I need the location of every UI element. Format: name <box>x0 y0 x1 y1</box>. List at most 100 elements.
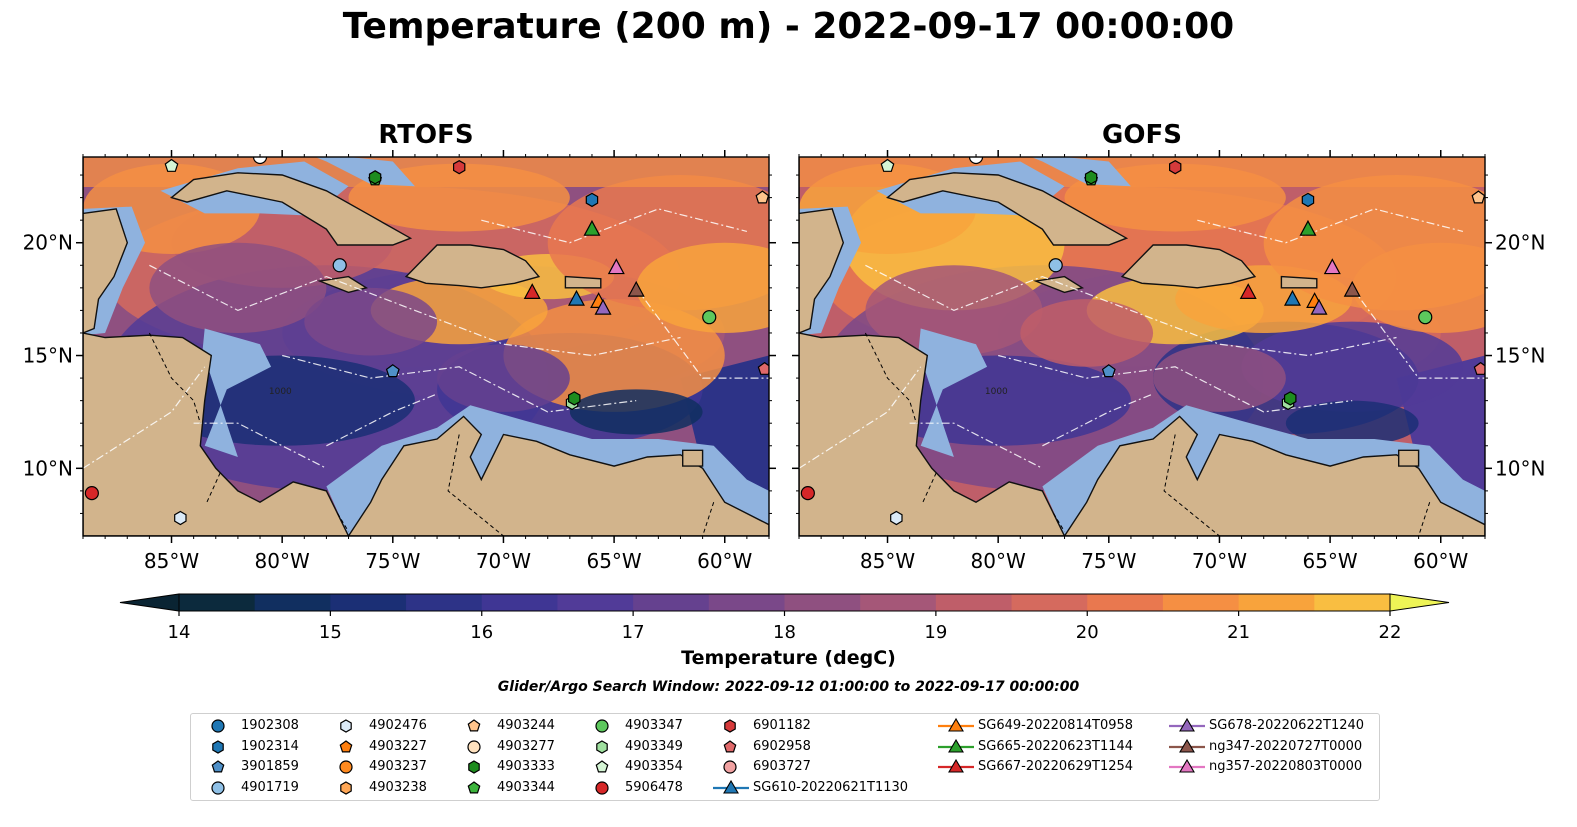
legend-marker <box>723 760 737 774</box>
legend-label: SG649-20220814T0958 <box>978 718 1134 733</box>
argo-float-marker <box>702 310 717 325</box>
eez-boundary-line <box>865 264 1397 357</box>
panel-title-gofs: GOFS <box>1102 120 1182 150</box>
shelf-region <box>1031 157 1131 187</box>
land-polygon <box>404 244 541 289</box>
argo-float-marker <box>332 258 347 273</box>
argo-float-marker <box>585 192 599 208</box>
country-border <box>922 472 937 503</box>
legend-label: 3901859 <box>241 759 299 774</box>
country-border <box>206 472 221 503</box>
colorbar-tick-label: 17 <box>622 622 645 643</box>
argo-float-marker <box>84 486 99 501</box>
land-polygon <box>317 275 369 294</box>
legend-marker <box>340 780 352 795</box>
figure-title: Temperature (200 m) - 2022-09-17 00:00:0… <box>342 6 1235 47</box>
eez-boundary-line <box>799 366 922 469</box>
eez-boundary-line <box>635 287 769 379</box>
legend-label: 6902958 <box>753 738 811 754</box>
legend-label: 1902308 <box>241 718 299 733</box>
argo-float-marker <box>1471 190 1485 204</box>
legend-label: SG678-20220622T1240 <box>1209 718 1365 733</box>
legend-label: 4903238 <box>369 779 427 795</box>
lat-tick-label: 20°N <box>23 231 73 255</box>
legend-marker <box>212 739 224 754</box>
country-border <box>702 502 715 536</box>
argo-float-marker <box>385 364 400 378</box>
glider-marker <box>523 283 541 299</box>
colorbar-tick-label: 14 <box>168 622 191 643</box>
legend-label: 4901719 <box>241 779 299 795</box>
legend-label: 4902476 <box>369 718 427 733</box>
legend-marker <box>340 719 352 733</box>
lon-tick-label: 70°W <box>1192 549 1247 573</box>
colorbar-tick-label: 18 <box>773 622 796 643</box>
temperature-patch <box>569 389 703 435</box>
shelf-region <box>315 157 415 187</box>
legend-marker <box>211 780 225 795</box>
temperature-patch <box>1285 400 1419 446</box>
glider-marker <box>1239 283 1257 299</box>
legend-label: 4903349 <box>625 738 683 754</box>
country-border <box>1163 434 1220 536</box>
legend-marker <box>948 758 964 773</box>
colorbar-tick-label: 19 <box>924 622 947 643</box>
argo-float-marker <box>453 160 466 175</box>
legend-marker <box>724 719 736 733</box>
lat-tick-label: 10°N <box>1495 456 1545 480</box>
land-polygon <box>1063 415 1485 536</box>
legend-marker <box>596 739 608 754</box>
legend-marker <box>211 760 225 773</box>
land-polygon <box>886 172 1129 246</box>
legend-marker <box>595 719 609 733</box>
panel-title-rtofs: RTOFS <box>378 120 474 150</box>
land-polygon <box>1397 449 1420 467</box>
argo-float-marker <box>252 157 268 165</box>
legend-label: SG610-20220621T1130 <box>753 779 909 795</box>
argo-float-marker <box>1168 160 1182 175</box>
lat-tick-label: 15°N <box>23 344 73 368</box>
lon-tick-label: 75°W <box>365 549 420 573</box>
legend-label: SG667-20220629T1254 <box>978 759 1134 774</box>
legend-label: 4903227 <box>369 738 427 754</box>
map-panel-gofs: 1000 85°W 80°W 75°W 70°W 65°W 60°W 20°N 15°N 10°N <box>792 150 1545 573</box>
legend-marker <box>339 760 353 774</box>
legend-label: 6903727 <box>753 759 811 774</box>
legend-marker <box>1179 758 1195 773</box>
lon-tick-label: 65°W <box>1302 549 1357 573</box>
argo-float-marker <box>890 510 903 526</box>
country-border <box>148 332 201 424</box>
land-polygon <box>170 172 413 246</box>
eez-boundary-line <box>909 422 1043 469</box>
land-polygon <box>682 449 704 467</box>
isobath-label: 1000 <box>985 387 1008 397</box>
map-frame <box>82 156 770 537</box>
lon-tick-label: 85°W <box>860 549 915 573</box>
eez-boundary-line <box>193 422 327 469</box>
colorbar-tick-label: 22 <box>1379 622 1402 643</box>
lat-tick-label: 20°N <box>1495 231 1545 255</box>
country-border <box>337 513 349 532</box>
legend-label: ng357-20220803T0000 <box>1209 759 1363 774</box>
argo-float-marker <box>755 190 769 204</box>
lon-tick-label: 80°W <box>971 549 1026 573</box>
argo-float-marker <box>1101 364 1116 378</box>
colorbar-tick-label: 20 <box>1076 622 1099 643</box>
argo-float-marker <box>567 391 581 406</box>
legend: 1902308 1902314 3901859 4901719 4902476 49032… <box>190 713 1380 801</box>
legend-label: ng347-20220727T0000 <box>1209 738 1363 754</box>
legend-marker <box>467 780 481 793</box>
shelf-region <box>202 328 272 457</box>
temperature-patch <box>1020 299 1154 367</box>
land-polygon <box>83 157 129 334</box>
argo-float-marker <box>800 486 815 501</box>
warm-north-band <box>799 157 1485 187</box>
land-polygon <box>799 332 1066 536</box>
lat-tick-label: 15°N <box>1495 344 1545 368</box>
legend-label: SG665-20220623T1144 <box>978 738 1134 754</box>
argo-float-marker <box>757 361 769 375</box>
colorbar-tick-label: 15 <box>319 622 342 643</box>
land-polygon <box>1033 275 1085 294</box>
temperature-patch <box>1153 344 1286 412</box>
lon-tick-label: 65°W <box>586 549 641 573</box>
